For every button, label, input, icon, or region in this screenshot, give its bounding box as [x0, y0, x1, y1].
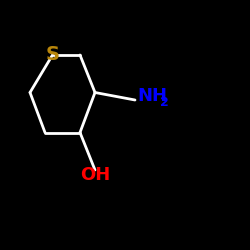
Text: NH: NH	[138, 87, 168, 105]
Text: OH: OH	[80, 166, 110, 184]
Text: S: S	[46, 46, 60, 64]
Text: 2: 2	[160, 96, 169, 109]
